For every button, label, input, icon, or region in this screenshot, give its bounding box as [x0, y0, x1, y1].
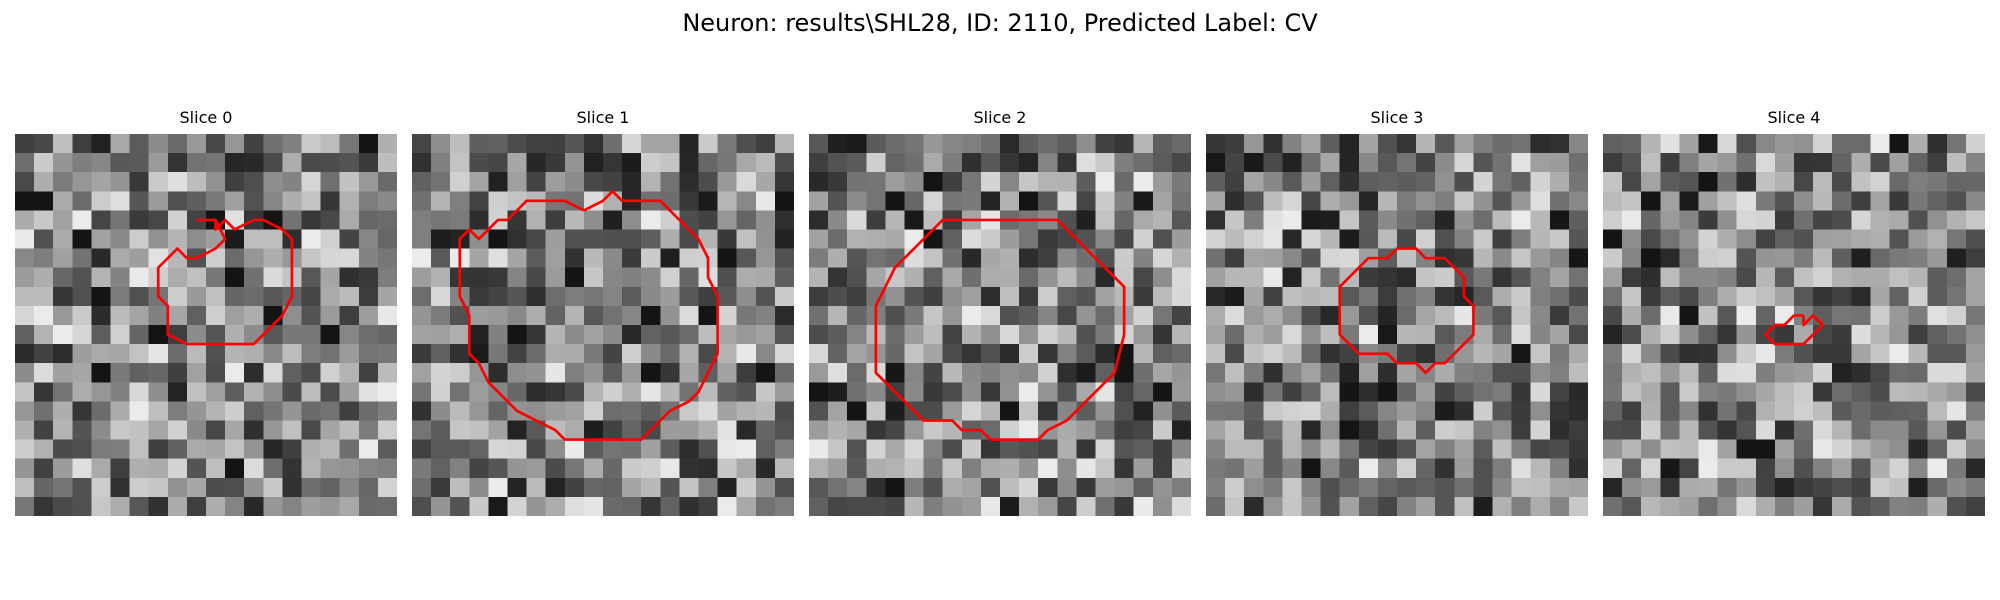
- slice-title: Slice 2: [973, 108, 1027, 127]
- slice-panel-0: Slice 0: [15, 108, 397, 518]
- figure-title: Neuron: results\SHL28, ID: 2110, Predict…: [682, 9, 1318, 37]
- slice-title: Slice 1: [576, 108, 630, 127]
- slice-panel-2: Slice 2: [809, 108, 1191, 518]
- slice-image: [1603, 134, 1985, 516]
- slice-title: Slice 4: [1767, 108, 1821, 127]
- roi-contour: [1338, 247, 1475, 375]
- slice-image: [412, 134, 794, 516]
- slice-title: Slice 3: [1370, 108, 1424, 127]
- slice-title: Slice 0: [179, 108, 233, 127]
- slice-image: [809, 134, 1191, 516]
- slice-image: [1206, 134, 1588, 516]
- slice-image: [15, 134, 397, 516]
- roi-contour: [458, 189, 719, 441]
- slice-panel-4: Slice 4: [1603, 108, 1985, 518]
- roi-contour: [156, 218, 294, 346]
- roi-contour: [1764, 314, 1824, 346]
- slice-panel-3: Slice 3: [1206, 108, 1588, 518]
- roi-contour: [874, 218, 1126, 441]
- slice-panel-1: Slice 1: [412, 108, 794, 518]
